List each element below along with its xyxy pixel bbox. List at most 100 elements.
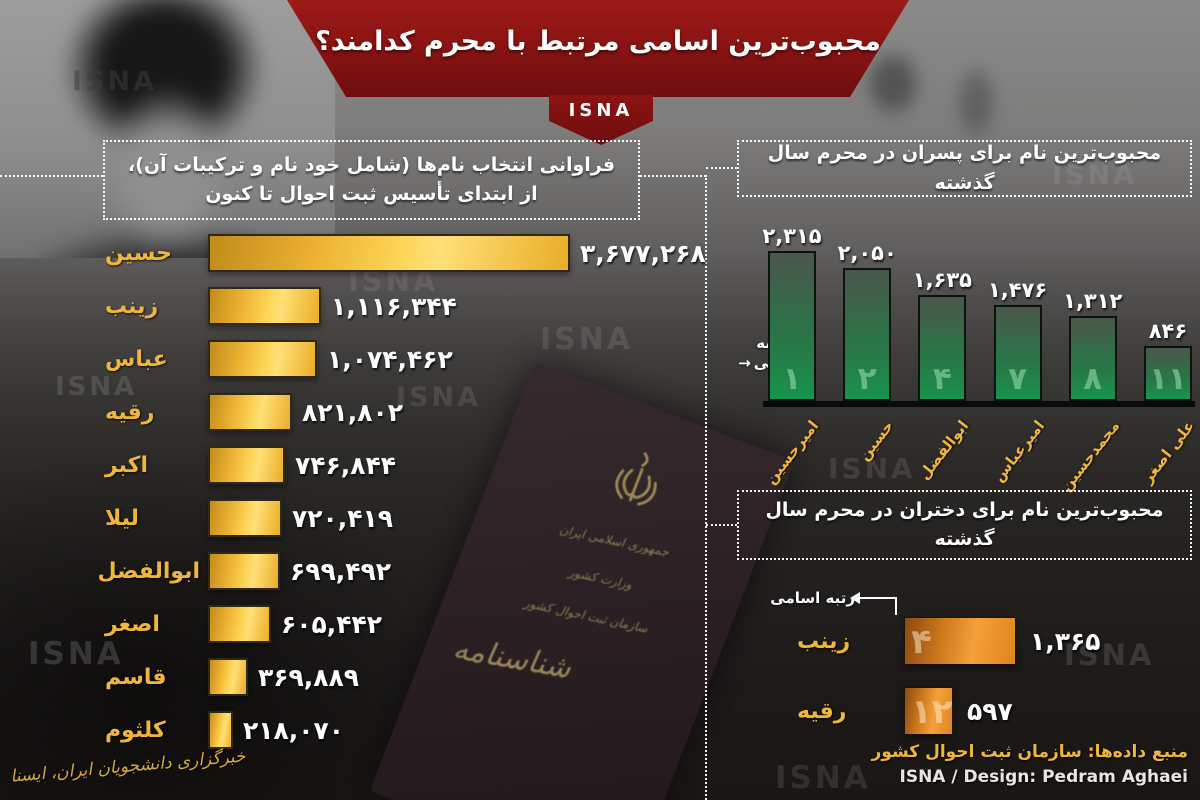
bar — [208, 287, 321, 325]
left-chart-header-box: فراوانی انتخاب نام‌ها (شامل خود نام و تر… — [103, 140, 640, 220]
bar — [208, 552, 280, 590]
rank-number: ۲ — [857, 361, 877, 397]
value-label: ۲,۳۱۵ — [762, 224, 822, 248]
value-label: ۷۴۶,۸۴۴ — [295, 450, 397, 480]
rank-number: ۸ — [1083, 361, 1103, 397]
value-label: ۶۹۹,۴۹۲ — [290, 556, 392, 586]
rank-number: ۴ — [932, 361, 952, 397]
boy-name-label: محمدحسین — [1056, 417, 1124, 495]
dotted-connector-mid — [640, 175, 706, 177]
bar-column: ۱,۳۱۲ ۸ — [1063, 289, 1122, 401]
value-label: ۵۹۷ — [967, 696, 1013, 726]
bar — [208, 340, 317, 378]
birth-certificate: جمهوری اسلامی ایران وزارت کشور سازمان ثب… — [369, 361, 795, 800]
bar-row: زینب ۴ ۱,۳۶۵ — [797, 617, 1101, 665]
boys-names-chart: رتبه → اسامی ۲,۳۱۵ ۱ ۲,۰۵۰ ۲ ۱,۶۳۵ ۴ ۱,۴… — [737, 205, 1198, 505]
bar-column: ۱,۴۷۶ ۷ — [988, 278, 1047, 401]
bar-row: رقیه ۸۲۱,۸۰۲ — [105, 393, 715, 431]
iran-emblem-icon — [615, 452, 657, 506]
name-label: رقیه — [797, 698, 847, 724]
bar-column: ۱,۶۳۵ ۴ — [913, 268, 972, 401]
bar-row: کلثوم ۲۱۸,۰۷۰ — [105, 711, 715, 749]
name-label: رقیه — [105, 399, 155, 425]
boy-name-label: امیرعباس — [989, 417, 1049, 486]
name-label: کلثوم — [105, 717, 166, 743]
bar-row: حسین ۳,۶۷۷,۲۶۸ — [105, 234, 715, 272]
bar — [208, 605, 271, 643]
design-credit: ISNA / Design: Pedram Aghaei — [899, 767, 1188, 787]
value-label: ۲۱۸,۰۷۰ — [243, 715, 345, 745]
names-frequency-chart: حسین ۳,۶۷۷,۲۶۸ زینب ۱,۱۱۶,۳۴۴ عباس ۱,۰۷۴… — [97, 234, 715, 764]
bar: ۷ — [993, 305, 1042, 401]
elbow-arrow-line — [895, 597, 897, 615]
name-label: قاسم — [105, 664, 167, 690]
boys-axis-line — [763, 401, 1195, 407]
elbow-arrow-line — [859, 597, 895, 599]
boys-bars: ۲,۳۱۵ ۱ ۲,۰۵۰ ۲ ۱,۶۳۵ ۴ ۱,۴۷۶ ۷ ۱,۳۱۲ ۸ … — [762, 215, 1192, 401]
boys-chart-header-box: محبوب‌ترین نام برای پسران در محرم سال گذ… — [737, 140, 1192, 197]
name-label: اکبر — [105, 452, 149, 478]
value-label: ۱,۶۳۵ — [912, 268, 972, 292]
girls-chart-header-box: محبوب‌ترین نام برای دختران در محرم سال گ… — [737, 490, 1192, 560]
left-chart-title-line2: از ابتدای تأسیس ثبت احوال تا کنون — [205, 183, 538, 205]
bar: ۴ — [904, 617, 1016, 665]
bar — [208, 658, 248, 696]
value-label: ۷۲۰,۴۱۹ — [292, 503, 394, 533]
title-banner: محبوب‌ترین اسامی مرتبط با محرم کدامند؟ — [287, 0, 909, 97]
dotted-connector-boys — [706, 167, 737, 169]
bar-column: ۸۴۶ ۱۱ — [1143, 319, 1192, 401]
bar-row: اصغر ۶۰۵,۴۴۲ — [105, 605, 715, 643]
value-label: ۲,۰۵۰ — [837, 241, 897, 265]
bar: ۱۱ — [1143, 346, 1192, 401]
value-label: ۱,۳۶۵ — [1030, 626, 1101, 656]
bar: ۴ — [918, 295, 967, 401]
bar-column: ۲,۰۵۰ ۲ — [838, 241, 897, 401]
portrait-photo — [0, 0, 335, 258]
value-label: ۶۰۵,۴۴۲ — [281, 609, 383, 639]
name-label: زینب — [105, 293, 159, 319]
name-label: عباس — [105, 346, 168, 372]
bar — [208, 393, 292, 431]
dotted-divider-vertical — [705, 175, 707, 800]
isna-logo: ISNA — [568, 100, 634, 121]
source-note: منبع داده‌ها: سازمان ثبت احوال کشور — [871, 742, 1188, 762]
rank-number: ۱ — [782, 361, 802, 397]
dotted-connector-girls — [706, 524, 737, 526]
girls-chart-title: محبوب‌ترین نام برای دختران در محرم سال گ… — [765, 498, 1164, 550]
value-label: ۱,۱۱۶,۳۴۴ — [331, 291, 457, 321]
value-label: ۳۶۹,۸۸۹ — [258, 662, 360, 692]
bar-row: زینب ۱,۱۱۶,۳۴۴ — [105, 287, 715, 325]
bar-row: اکبر ۷۴۶,۸۴۴ — [105, 446, 715, 484]
bar: ۱۲ — [904, 687, 953, 735]
boy-name-label: ابوالفضل — [914, 417, 973, 484]
girls-names-chart: رتبه اسامی زینب ۴ ۱,۳۶۵ رقیه ۱۲ ۵۹۷ — [737, 585, 1195, 750]
bar — [208, 234, 570, 272]
left-arrow-icon — [850, 592, 860, 604]
value-label: ۸۴۶ — [1148, 319, 1188, 343]
left-chart-title-line1: فراوانی انتخاب نام‌ها (شامل خود نام و تر… — [127, 153, 616, 176]
boys-chart-title: محبوب‌ترین نام برای پسران در محرم سال گذ… — [767, 142, 1162, 194]
value-label: ۸۲۱,۸۰۲ — [302, 397, 404, 427]
boy-name-label: امیرحسین — [761, 417, 823, 488]
bar-row: لیلا ۷۲۰,۴۱۹ — [105, 499, 715, 537]
boy-name-label: حسین — [854, 417, 898, 465]
boys-category-labels: امیرحسین حسین ابوالفضل امیرعباس محمدحسین… — [761, 413, 1198, 501]
bar: ۸ — [1068, 316, 1117, 401]
value-label: ۳,۶۷۷,۲۶۸ — [580, 238, 706, 268]
bar: ۲ — [843, 268, 892, 401]
value-label: ۱,۴۷۶ — [987, 278, 1048, 302]
value-label: ۱,۳۱۲ — [1063, 289, 1123, 313]
name-label: لیلا — [105, 505, 139, 531]
value-label: ۱,۰۷۴,۴۶۲ — [327, 344, 453, 374]
bar-column: ۲,۳۱۵ ۱ — [762, 224, 822, 401]
bar-row: قاسم ۳۶۹,۸۸۹ — [105, 658, 715, 696]
bar — [208, 446, 285, 484]
rank-number: ۴ — [911, 622, 932, 662]
rank-number: ۱۱ — [1149, 361, 1187, 397]
rank-label: رتبه اسامی — [770, 589, 855, 607]
bar — [208, 499, 282, 537]
dotted-connector-left — [0, 175, 103, 177]
infographic-title: محبوب‌ترین اسامی مرتبط با محرم کدامند؟ — [315, 26, 881, 57]
name-label: حسین — [105, 240, 173, 266]
